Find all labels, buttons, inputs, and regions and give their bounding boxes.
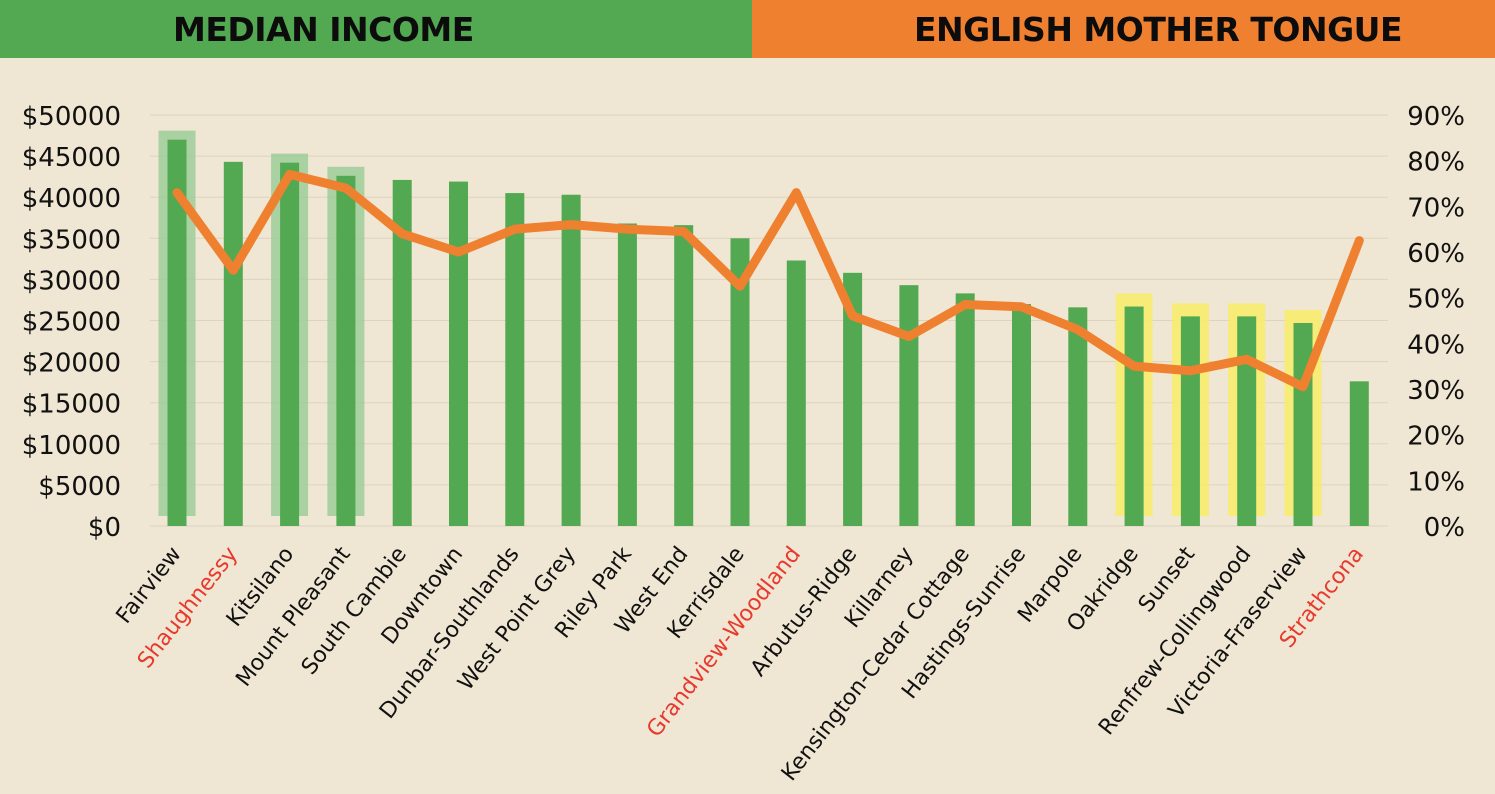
left-axis-tick-label: $45000 — [22, 143, 121, 173]
right-axis-tick-label: 90% — [1407, 102, 1465, 132]
right-axis-tick-label: 0% — [1424, 513, 1465, 543]
english-mother-tongue-header: ENGLISH MOTHER TONGUE — [752, 0, 1495, 58]
income-bar-kerrisdale — [730, 238, 750, 527]
right-axis-tick-label: 70% — [1407, 193, 1465, 223]
right-axis-tick-label: 60% — [1407, 239, 1465, 269]
left-axis-tick-label: $20000 — [22, 349, 121, 379]
left-axis-tick-label: $10000 — [22, 431, 121, 461]
income-bar-killarney — [899, 285, 919, 526]
category-label-shaughnessy: Shaughnessy — [133, 542, 243, 673]
right-axis-tick-label: 80% — [1407, 148, 1465, 178]
income-bar-shaughnessy — [223, 161, 243, 526]
left-axis-tick-label: $40000 — [22, 184, 121, 214]
income-bar-south-cambie — [392, 179, 412, 527]
left-axis-tick-label: $30000 — [22, 266, 121, 296]
income-bar-renfrew-collingwood — [1237, 316, 1257, 526]
income-bar-victoria-fraserview — [1293, 322, 1313, 526]
income-bar-fairview — [167, 139, 187, 526]
income-bar-downtown — [449, 181, 468, 526]
income-bar-strathcona — [1349, 381, 1369, 526]
income-bar-dunbar-southlands — [505, 193, 525, 526]
left-axis-tick-label: $50000 — [22, 102, 121, 132]
income-bar-arbutus-ridge — [843, 272, 863, 526]
left-axis-tick-label: $5000 — [38, 472, 121, 502]
income-bar-riley-park — [617, 223, 637, 526]
left-axis-tick-label: $25000 — [22, 308, 121, 338]
income-bar-oakridge — [1124, 306, 1144, 526]
income-bar-west-end — [674, 225, 694, 526]
income-bar-kensington-cedar-cottage — [955, 293, 975, 526]
chart-header: MEDIAN INCOME ENGLISH MOTHER TONGUE — [0, 0, 1495, 58]
income-bar-sunset — [1180, 316, 1200, 526]
english-mother-tongue-line — [172, 169, 1364, 392]
left-axis-tick-label: $15000 — [22, 390, 121, 420]
right-axis-tick-label: 20% — [1407, 422, 1465, 452]
left-axis-tick-label: $35000 — [22, 225, 121, 255]
income-bar-mount-pleasant — [336, 175, 356, 526]
right-axis-tick-label: 40% — [1407, 330, 1465, 360]
income-bar-marpole — [1068, 307, 1088, 526]
right-axis-tick-label: 10% — [1407, 467, 1465, 497]
income-bar-grandview-woodland — [786, 260, 806, 526]
income-bar-hastings-sunrise — [1012, 304, 1031, 526]
median-income-header: MEDIAN INCOME — [0, 0, 752, 58]
right-axis-tick-label: 30% — [1407, 376, 1465, 406]
median-income-title: MEDIAN INCOME — [173, 9, 474, 49]
left-axis-tick-label: $0 — [88, 513, 121, 543]
english-mother-tongue-title: ENGLISH MOTHER TONGUE — [914, 9, 1403, 49]
income-bar-west-point-grey — [561, 194, 581, 526]
income-bar-kitsilano — [280, 162, 300, 526]
right-axis-tick-label: 50% — [1407, 285, 1465, 315]
